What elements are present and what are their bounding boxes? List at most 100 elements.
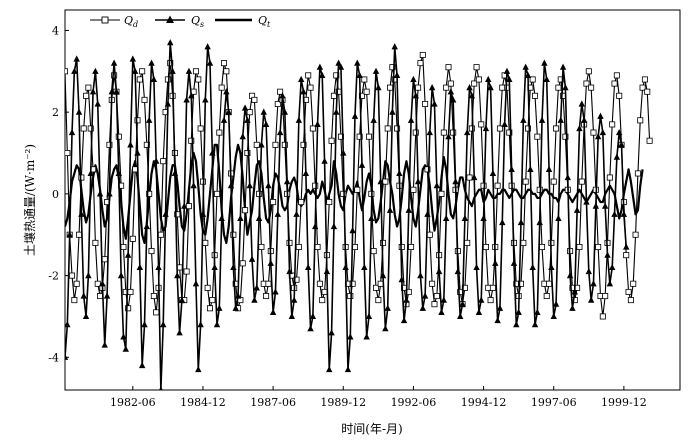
- qs-point: [513, 321, 520, 328]
- qd-point: [473, 64, 480, 71]
- qd-point: [410, 186, 417, 193]
- qd-point: [611, 80, 618, 87]
- qs-point: [482, 124, 490, 132]
- qd-point: [347, 293, 354, 300]
- legend-qd-label: Qd: [124, 14, 138, 29]
- qs-point: [115, 169, 122, 177]
- qs-point: [255, 214, 263, 221]
- qs-point: [295, 116, 303, 123]
- legend: Qd Qs Qt: [90, 14, 271, 29]
- qs-point: [384, 304, 391, 311]
- qs-point: [141, 321, 148, 328]
- qd-point: [134, 117, 141, 124]
- qs-point: [309, 312, 317, 320]
- qd-point: [487, 297, 494, 304]
- qd-point: [562, 133, 569, 140]
- qs-point: [321, 157, 328, 164]
- qd-point: [532, 92, 539, 99]
- qs-point: [452, 178, 459, 185]
- y-tick-label: 0: [52, 188, 59, 201]
- qs-point: [414, 178, 422, 185]
- qs-point: [293, 210, 300, 217]
- qs-point: [230, 263, 237, 271]
- qs-point: [524, 71, 532, 78]
- qs-point: [433, 182, 441, 189]
- series-line: [65, 41, 628, 390]
- qs-point: [601, 202, 609, 209]
- qd-point: [239, 260, 246, 267]
- qd-point: [634, 170, 641, 177]
- qs-point: [538, 116, 546, 123]
- qs-point: [501, 120, 508, 128]
- qs-point: [468, 92, 476, 99]
- qd-point: [585, 68, 592, 75]
- qd-point: [468, 125, 475, 132]
- qs-point: [583, 198, 590, 205]
- qs-point: [241, 104, 249, 111]
- qs-point: [375, 84, 382, 91]
- plot-frame: [64, 9, 681, 391]
- qs-point: [531, 321, 539, 328]
- qd-point: [132, 166, 139, 173]
- qs-point: [529, 263, 536, 271]
- qs-point: [541, 59, 548, 66]
- qs-point: [354, 59, 361, 66]
- qd-point: [644, 88, 651, 95]
- qs-point: [503, 67, 511, 74]
- qs-point: [347, 333, 354, 340]
- qs-point: [545, 165, 553, 172]
- qd-point: [613, 72, 620, 79]
- qd-point: [101, 256, 108, 263]
- qs-point: [534, 308, 541, 315]
- qs-point: [368, 214, 375, 221]
- qs-point: [478, 296, 485, 303]
- qs-point: [260, 108, 267, 115]
- qs-point: [559, 63, 567, 70]
- qs-point: [419, 304, 426, 311]
- qd-point: [627, 297, 634, 304]
- qd-point: [450, 129, 457, 136]
- qd-point: [139, 68, 146, 75]
- qs-point: [440, 296, 448, 303]
- qs-point: [258, 141, 265, 148]
- qs-point: [580, 116, 588, 123]
- qs-point: [326, 365, 333, 373]
- qd-point: [606, 174, 613, 181]
- qd-point: [157, 231, 164, 238]
- qs-point: [517, 218, 525, 226]
- qs-point: [304, 263, 312, 271]
- qd-point: [443, 84, 450, 91]
- qd-point: [506, 129, 513, 136]
- qs-point: [99, 280, 106, 287]
- qs-point: [232, 304, 239, 311]
- qd-point: [417, 60, 424, 67]
- qs-point: [131, 67, 139, 74]
- qd-point: [298, 199, 305, 206]
- qs-point: [447, 88, 455, 95]
- qs-point: [573, 206, 581, 213]
- qs-point: [606, 280, 614, 287]
- qs-point: [578, 100, 585, 107]
- qs-point: [94, 100, 101, 107]
- qd-point: [314, 243, 321, 250]
- legend-qs-marker: [166, 15, 174, 23]
- qs-point: [188, 92, 195, 99]
- qd-point: [319, 297, 326, 304]
- qs-point: [302, 169, 310, 177]
- qs-point: [438, 308, 445, 315]
- qs-point: [75, 108, 83, 115]
- qs-point: [138, 361, 146, 369]
- qd-point: [576, 243, 583, 250]
- legend-item-qt: Qt: [215, 14, 271, 29]
- qs-point: [148, 59, 155, 66]
- qs-point: [410, 75, 417, 83]
- qs-point: [209, 149, 216, 156]
- qd-point: [188, 137, 195, 144]
- qs-point: [181, 202, 188, 209]
- legend-qt-label: Qt: [258, 14, 271, 29]
- y-tick-label: -2: [48, 270, 59, 283]
- qs-point: [492, 259, 499, 266]
- qd-point: [466, 174, 473, 181]
- qs-point: [223, 88, 230, 95]
- qd-point: [328, 137, 335, 144]
